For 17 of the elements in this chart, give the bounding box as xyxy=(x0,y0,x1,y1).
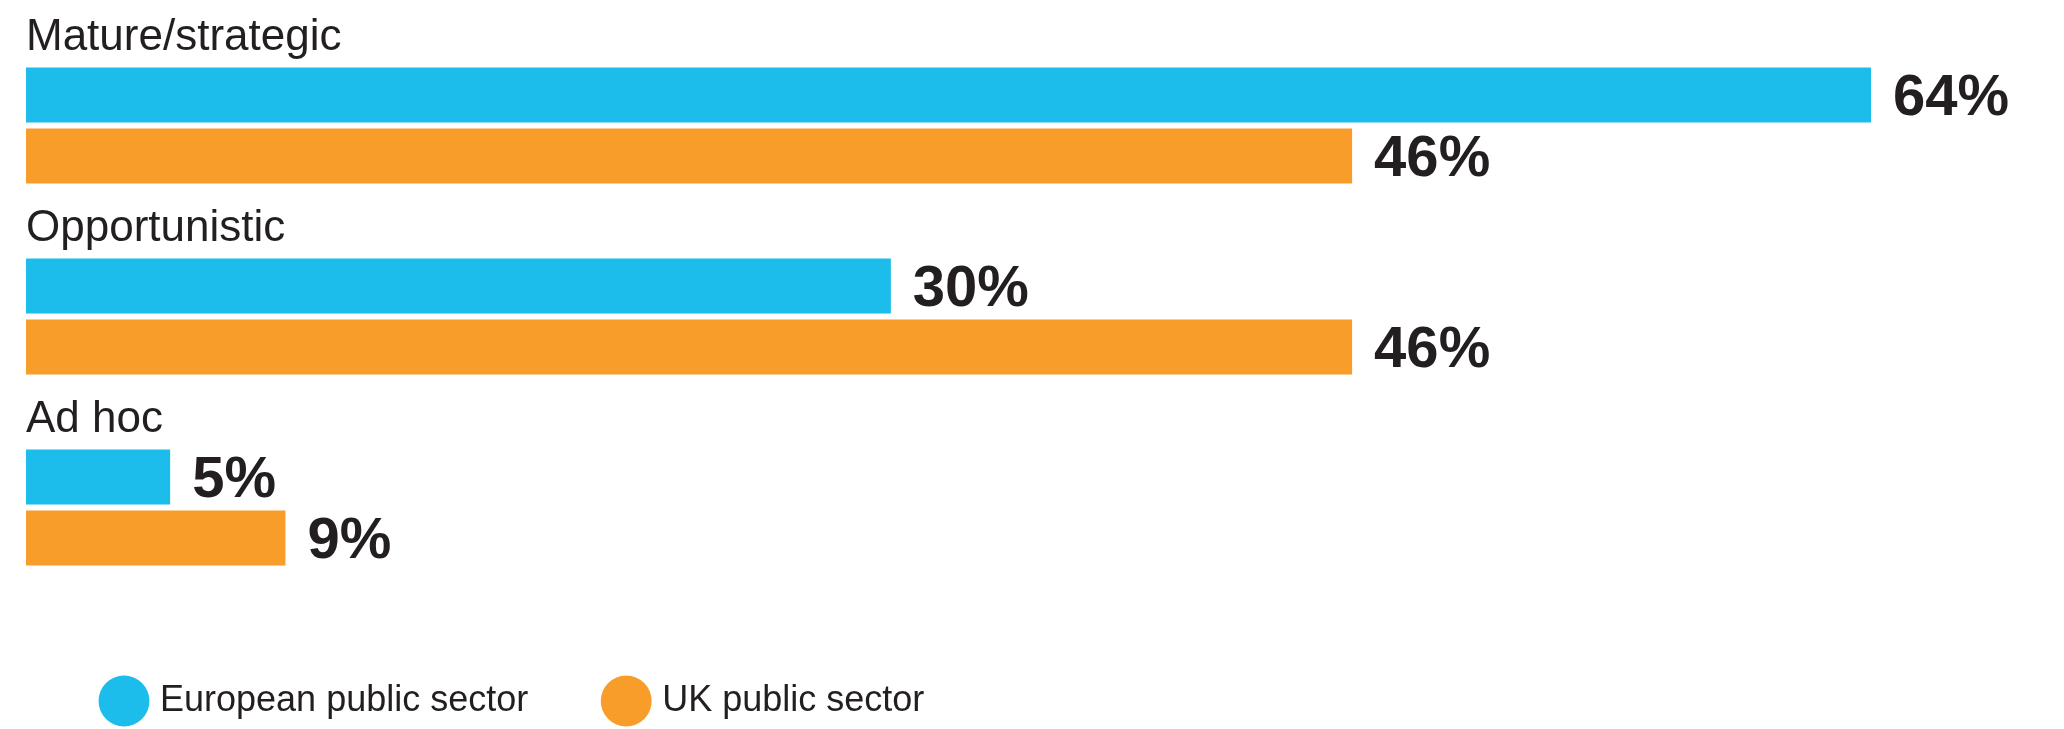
y-tick-label: Opportunistic xyxy=(26,200,286,250)
data-label: 9% xyxy=(307,505,392,571)
data-label: 64% xyxy=(1893,61,2010,127)
y-tick-label: Mature/strategic xyxy=(26,9,342,59)
legend-label: European public sector xyxy=(160,677,529,719)
legend-label: UK public sector xyxy=(662,677,925,719)
bar xyxy=(26,258,891,314)
bar xyxy=(26,128,1353,184)
bar xyxy=(26,319,1353,375)
bar xyxy=(26,449,171,505)
bar xyxy=(26,510,286,566)
bar xyxy=(26,67,1872,123)
data-label: 46% xyxy=(1374,123,1491,189)
y-tick-label: Ad hoc xyxy=(26,391,163,441)
data-label: 5% xyxy=(192,443,276,509)
data-label: 30% xyxy=(912,252,1029,318)
data-label: 46% xyxy=(1374,314,1491,380)
